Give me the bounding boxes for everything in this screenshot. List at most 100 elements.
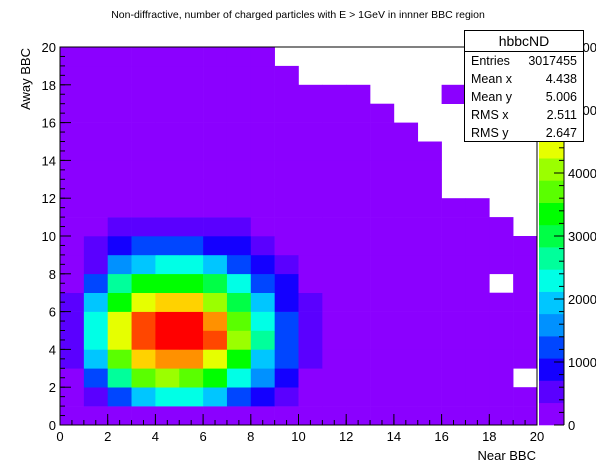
heatmap-cell	[226, 368, 252, 388]
heatmap-cell	[250, 198, 275, 218]
heatmap-cell	[226, 273, 252, 293]
heatmap-cell	[346, 122, 371, 142]
heatmap-cell	[179, 65, 204, 86]
stats-row: Entries 3017455	[465, 52, 583, 70]
heatmap-cell	[322, 217, 347, 237]
heatmap-cell	[179, 406, 204, 426]
heatmap-cell	[179, 236, 204, 256]
z-tick-label: 0	[568, 418, 575, 433]
heatmap-cell	[513, 349, 538, 369]
heatmap-cell	[250, 254, 275, 275]
heatmap-cell	[489, 254, 514, 275]
heatmap-cell	[60, 103, 85, 123]
color-scale-band	[539, 247, 564, 270]
heatmap-cell	[226, 330, 252, 350]
heatmap-cell	[60, 254, 85, 275]
heatmap-cell	[274, 311, 299, 331]
x-tick-label: 6	[199, 429, 206, 444]
color-scale-band	[539, 336, 564, 359]
heatmap-cell	[465, 387, 490, 407]
heatmap-cell	[203, 330, 228, 350]
heatmap-cell	[274, 236, 299, 256]
stats-label: Mean y	[471, 90, 512, 104]
heatmap-cell	[489, 406, 514, 426]
heatmap-cell	[298, 368, 323, 388]
heatmap-cell	[179, 160, 204, 180]
heatmap-cell	[60, 141, 85, 161]
heatmap-cell	[203, 292, 228, 312]
heatmap-cell	[465, 236, 490, 256]
heatmap-cell	[393, 349, 419, 369]
heatmap-cell	[131, 311, 156, 331]
heatmap-cell	[441, 273, 466, 293]
heatmap-cell	[346, 103, 371, 123]
heatmap-cell	[203, 122, 228, 142]
heatmap-cell	[441, 330, 466, 350]
stats-label: RMS y	[471, 126, 509, 140]
heatmap-cell	[274, 406, 299, 426]
heatmap-cell	[203, 84, 228, 104]
heatmap-cell	[203, 406, 228, 426]
heatmap-cell	[226, 198, 252, 218]
heatmap-cell	[83, 160, 108, 180]
heatmap-cell	[83, 122, 108, 142]
heatmap-cell	[513, 387, 538, 407]
heatmap-cell	[60, 65, 85, 86]
heatmap-cell	[131, 103, 156, 123]
heatmap-cell	[250, 84, 275, 104]
heatmap-cell	[322, 198, 347, 218]
heatmap-cell	[370, 349, 395, 369]
heatmap-cell	[155, 103, 180, 123]
y-tick-label: 16	[42, 116, 56, 131]
heatmap-cell	[203, 141, 228, 161]
heatmap-cell	[60, 368, 85, 388]
y-tick-label: 18	[42, 78, 56, 93]
y-tick-label: 4	[49, 342, 56, 357]
heatmap-cell	[131, 179, 156, 199]
heatmap-cell	[155, 311, 180, 331]
heatmap-cell	[417, 179, 442, 199]
stats-box: hbbcND Entries 3017455 Mean x 4.438 Mean y 5.…	[464, 30, 584, 142]
chart-title: Non-diffractive, number of charged parti…	[111, 9, 485, 21]
heatmap-cell	[298, 254, 323, 275]
heatmap-cell	[155, 292, 180, 312]
heatmap-cell	[226, 122, 252, 142]
heatmap-cell	[250, 349, 275, 369]
heatmap-cell	[250, 273, 275, 293]
heatmap-cell	[370, 103, 395, 123]
heatmap-cell	[441, 84, 466, 104]
heatmap-cell	[60, 198, 85, 218]
heatmap-cell	[346, 311, 371, 331]
heatmap-cell	[60, 84, 85, 104]
heatmap-cell	[274, 349, 299, 369]
heatmap-cell	[107, 387, 132, 407]
y-tick-label: 12	[42, 191, 56, 206]
heatmap-cell	[250, 160, 275, 180]
heatmap-cell	[465, 330, 490, 350]
heatmap-cell	[226, 65, 252, 86]
heatmap-cell	[370, 292, 395, 312]
heatmap-cell	[465, 198, 490, 218]
heatmap-cell	[250, 406, 275, 426]
color-scale-band	[539, 402, 564, 426]
heatmap-cell	[465, 292, 490, 312]
heatmap-cell	[322, 141, 347, 161]
heatmap-cell	[131, 273, 156, 293]
stats-row: RMS y 2.647	[465, 124, 583, 142]
heatmap-cell	[513, 292, 538, 312]
heatmap-cell	[346, 368, 371, 388]
heatmap-cell	[465, 349, 490, 369]
color-scale-band	[539, 313, 564, 337]
heatmap-cell	[131, 160, 156, 180]
stats-label: Entries	[471, 54, 510, 68]
heatmap-cell	[155, 198, 180, 218]
x-tick-label: 0	[56, 429, 63, 444]
heatmap-cell	[465, 217, 490, 237]
heatmap-cell	[179, 84, 204, 104]
heatmap-cell	[107, 368, 132, 388]
heatmap-cell	[298, 198, 323, 218]
heatmap-cell	[83, 47, 108, 67]
heatmap-cell	[513, 254, 538, 275]
heatmap-cell	[298, 349, 323, 369]
stats-value: 3017455	[528, 54, 577, 68]
